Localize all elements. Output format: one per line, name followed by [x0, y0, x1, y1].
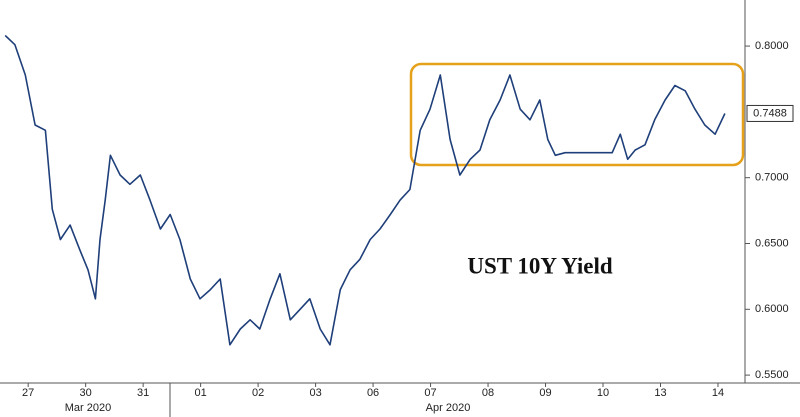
x-tick-label: 30: [80, 387, 92, 399]
annotation: UST 10Y Yield: [467, 253, 612, 278]
highlight-box: [409, 62, 745, 167]
x-tick-label: 07: [424, 387, 436, 399]
y-tick-label: 0.8000: [755, 40, 789, 52]
x-tick-label: 06: [367, 387, 379, 399]
x-tick-label: 10: [597, 387, 609, 399]
last-value-label: 0.7488: [753, 107, 787, 119]
line-series: [4, 34, 726, 346]
x-tick-label: 09: [539, 387, 551, 399]
x-tick-label: 03: [309, 387, 321, 399]
month-label: Apr 2020: [426, 402, 471, 414]
x-tick-label: 01: [194, 387, 206, 399]
x-tick-label: 13: [654, 387, 666, 399]
y-tick-label: 0.7000: [755, 172, 789, 184]
x-tick-label: 27: [22, 387, 34, 399]
x-tick-label: 02: [252, 387, 264, 399]
x-tick-label: 08: [482, 387, 494, 399]
y-tick-label: 0.5500: [755, 369, 789, 381]
month-label: Mar 2020: [65, 402, 111, 414]
last-value-box: [746, 104, 794, 122]
x-tick-label: 14: [712, 387, 724, 399]
y-tick-label: 0.6500: [755, 237, 789, 249]
x-tick-label: 31: [137, 387, 149, 399]
y-tick-label: 0.6000: [755, 303, 789, 315]
